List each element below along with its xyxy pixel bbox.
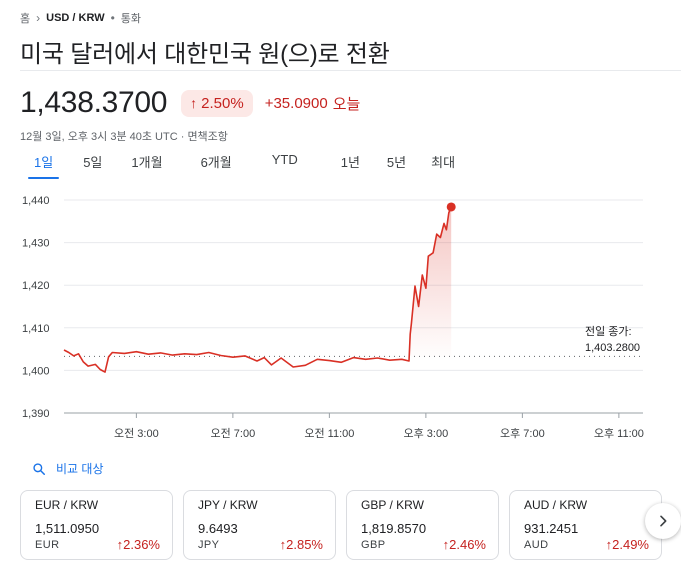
tab-range-6[interactable]: 5년 — [386, 155, 407, 170]
tab-range-1[interactable]: 5일 — [83, 155, 103, 170]
chevron-right-icon — [660, 515, 667, 527]
y-tick-label: 1,390 — [22, 408, 50, 420]
search-icon — [33, 462, 46, 475]
card-pair: JPY / KRW — [198, 498, 258, 512]
card-currency-code: EUR — [35, 538, 60, 551]
card-footer: EUR ↑2.36% — [35, 537, 160, 552]
next-cards-button[interactable] — [645, 503, 681, 539]
card-value: 931.2451 — [524, 521, 579, 536]
arrow-up-icon: ↑ — [605, 537, 613, 552]
card-value: 1,511.0950 — [35, 521, 100, 536]
y-tick-label: 1,430 — [22, 238, 50, 250]
arrow-up-icon: ↑ — [279, 537, 287, 552]
x-tick-label: 오전 7:00 — [211, 427, 256, 440]
card-change: ↑2.85% — [280, 537, 323, 552]
comparison-card[interactable]: GBP / KRW 1,819.8570 GBP ↑2.46% — [346, 490, 499, 560]
y-tick-label: 1,440 — [22, 195, 50, 207]
bullet-separator: • — [110, 11, 115, 25]
card-change: ↑2.46% — [443, 537, 486, 552]
percent-change-badge: ↑ 2.50% — [181, 89, 253, 117]
breadcrumb-category[interactable]: 통화 — [120, 13, 142, 25]
breadcrumb-home[interactable]: 홈 — [20, 13, 31, 25]
card-change-value: 2.46% — [449, 537, 486, 552]
comparison-card[interactable]: AUD / KRW 931.2451 AUD ↑2.49% — [509, 490, 662, 560]
tab-range-2[interactable]: 1개월 — [131, 155, 163, 170]
current-price: 1,438.3700 — [20, 86, 168, 119]
compare-label: 비교 대상 — [56, 462, 104, 476]
period-label: 오늘 — [332, 95, 361, 113]
current-price-dot — [446, 202, 456, 212]
card-change: ↑2.36% — [117, 537, 160, 552]
price-area-fill — [409, 206, 452, 361]
arrow-up-icon: ↑ — [190, 95, 198, 111]
price-chart[interactable]: 1,440 1,430 1,420 1,410 1,400 1,390 오전 3:00 오전 … — [0, 185, 681, 450]
card-value: 1,819.8570 — [361, 521, 427, 536]
card-change-value: 2.85% — [286, 537, 323, 552]
comparison-card[interactable]: EUR / KRW 1,511.0950 EUR ↑2.36% — [20, 490, 173, 560]
breadcrumb: 홈 › USD / KRW • 통화 — [20, 10, 141, 26]
arrow-up-icon: ↑ — [442, 537, 450, 552]
card-currency-code: GBP — [361, 538, 386, 551]
breadcrumb-pair[interactable]: USD / KRW — [46, 12, 105, 24]
card-footer: JPY ↑2.85% — [198, 537, 323, 552]
chevron-right-icon: › — [36, 11, 41, 25]
card-pair: AUD / KRW — [524, 498, 588, 512]
y-tick-label: 1,410 — [22, 323, 50, 335]
card-pair: GBP / KRW — [361, 498, 424, 512]
card-currency-code: JPY — [198, 538, 220, 551]
x-tick-label: 오전 11:00 — [304, 427, 354, 440]
comparison-card[interactable]: JPY / KRW 9.6493 JPY ↑2.85% — [183, 490, 336, 560]
previous-close-value: 1,403.2800 — [585, 342, 640, 354]
time-range-tabs: 1일 5일 1개월 6개월 YTD 1년 5년 최대 — [20, 152, 455, 179]
previous-close-label: 전일 종가: — [585, 324, 632, 338]
tab-range-5[interactable]: 1년 — [340, 155, 360, 170]
x-tick-label: 오전 3:00 — [114, 427, 159, 440]
x-tick-label: 오후 3:00 — [404, 427, 449, 440]
price-chart-svg[interactable]: 1,440 1,430 1,420 1,410 1,400 1,390 오전 3:00 오전 … — [0, 185, 681, 450]
card-value: 9.6493 — [198, 521, 238, 536]
compare-button[interactable]: 비교 대상 — [32, 460, 104, 477]
divider — [20, 70, 681, 71]
tab-range-4[interactable]: YTD — [271, 152, 298, 167]
arrow-up-icon: ↑ — [116, 537, 124, 552]
tab-range-0[interactable]: 1일 — [27, 152, 60, 179]
x-tick-label: 오후 7:00 — [500, 427, 545, 440]
y-tick-label: 1,400 — [22, 365, 50, 377]
tab-range-3[interactable]: 6개월 — [200, 155, 232, 170]
y-tick-label: 1,420 — [22, 280, 50, 292]
card-currency-code: AUD — [524, 538, 549, 551]
price-row: 1,438.3700 ↑ 2.50% +35.0900 오늘 — [20, 86, 360, 120]
card-pair: EUR / KRW — [35, 498, 99, 512]
card-change-value: 2.36% — [123, 537, 160, 552]
page-title: 미국 달러에서 대한민국 원(으)로 전환 — [20, 41, 390, 68]
card-change-value: 2.49% — [612, 537, 649, 552]
x-tick-label: 오후 11:00 — [594, 427, 644, 440]
card-change: ↑2.49% — [606, 537, 649, 552]
quote-timestamp[interactable]: 12월 3일, 오후 3시 3분 40초 UTC · 면책조항 — [20, 131, 228, 143]
comparison-cards: EUR / KRW 1,511.0950 EUR ↑2.36% JPY / KRW 9.6… — [20, 490, 662, 560]
card-footer: GBP ↑2.46% — [361, 537, 486, 552]
percent-change-value: 2.50% — [201, 94, 244, 112]
absolute-change: +35.0900 — [264, 94, 328, 112]
card-footer: AUD ↑2.49% — [524, 537, 649, 552]
tab-range-7[interactable]: 최대 — [431, 155, 456, 170]
price-line — [63, 206, 452, 373]
